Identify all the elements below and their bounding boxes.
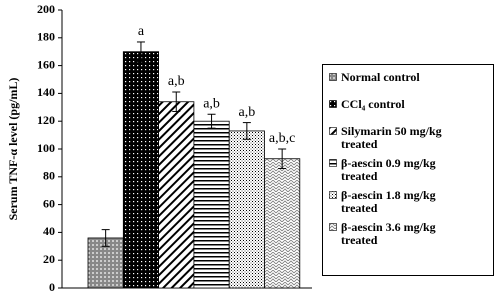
legend-label: β-aescin 1.8 mg/kg treated	[341, 188, 436, 215]
legend-swatch	[329, 73, 337, 81]
bar	[193, 120, 230, 289]
legend-label: Silymarin 50 mg/kg treated	[341, 124, 442, 151]
y-tick-label: 140	[37, 85, 55, 99]
legend-swatch-fill	[329, 159, 337, 167]
y-tick-label: 160	[37, 57, 55, 71]
annotation: a	[138, 24, 145, 39]
legend-swatch	[329, 191, 337, 199]
y-tick-label: 40	[43, 224, 55, 238]
y-tick-label: 80	[43, 169, 55, 183]
legend-item: β-aescin 1.8 mg/kg treated	[329, 189, 489, 215]
legend-label: β-aescin 0.9 mg/kg treated	[341, 156, 436, 183]
legend-label: CCl₄ control	[341, 97, 405, 111]
legend-swatch-fill	[329, 223, 337, 231]
legend-swatch	[329, 159, 337, 167]
bar	[122, 51, 160, 289]
legend-swatch-fill	[329, 191, 337, 199]
legend-item: β-aescin 0.9 mg/kg treated	[329, 157, 489, 183]
annotation: a,b	[168, 74, 185, 89]
y-tick-label: 120	[37, 113, 55, 127]
bar	[228, 130, 265, 289]
legend-swatch	[329, 223, 337, 231]
legend: Normal control CCl₄ control Silymarin 50 m…	[322, 64, 494, 276]
y-tick-label: 20	[43, 252, 55, 266]
annotation: a,b,c	[269, 131, 295, 146]
legend-item: CCl₄ control	[329, 98, 489, 111]
y-axis-label: Serum TNF-α level (pg/mL)	[6, 78, 20, 221]
y-tick-label: 0	[49, 280, 55, 294]
legend-label: Normal control	[341, 70, 420, 84]
y-tick-label: 60	[43, 196, 55, 210]
legend-item: β-aescin 3.6 mg/kg treated	[329, 221, 489, 247]
bar	[264, 158, 301, 289]
legend-swatch	[329, 100, 337, 108]
legend-label: β-aescin 3.6 mg/kg treated	[341, 220, 436, 247]
y-tick-label: 180	[37, 30, 55, 44]
legend-item: Normal control	[329, 71, 489, 84]
legend-swatch-fill	[329, 73, 337, 81]
bar	[158, 101, 195, 289]
legend-item: Silymarin 50 mg/kg treated	[329, 125, 489, 151]
y-tick-label: 100	[37, 141, 55, 155]
y-tick-label: 200	[37, 2, 55, 16]
annotation: a,b	[238, 105, 255, 120]
legend-swatch-fill	[329, 127, 337, 135]
annotation: a,b	[203, 96, 220, 111]
legend-swatch-fill	[329, 100, 337, 108]
legend-swatch	[329, 127, 337, 135]
